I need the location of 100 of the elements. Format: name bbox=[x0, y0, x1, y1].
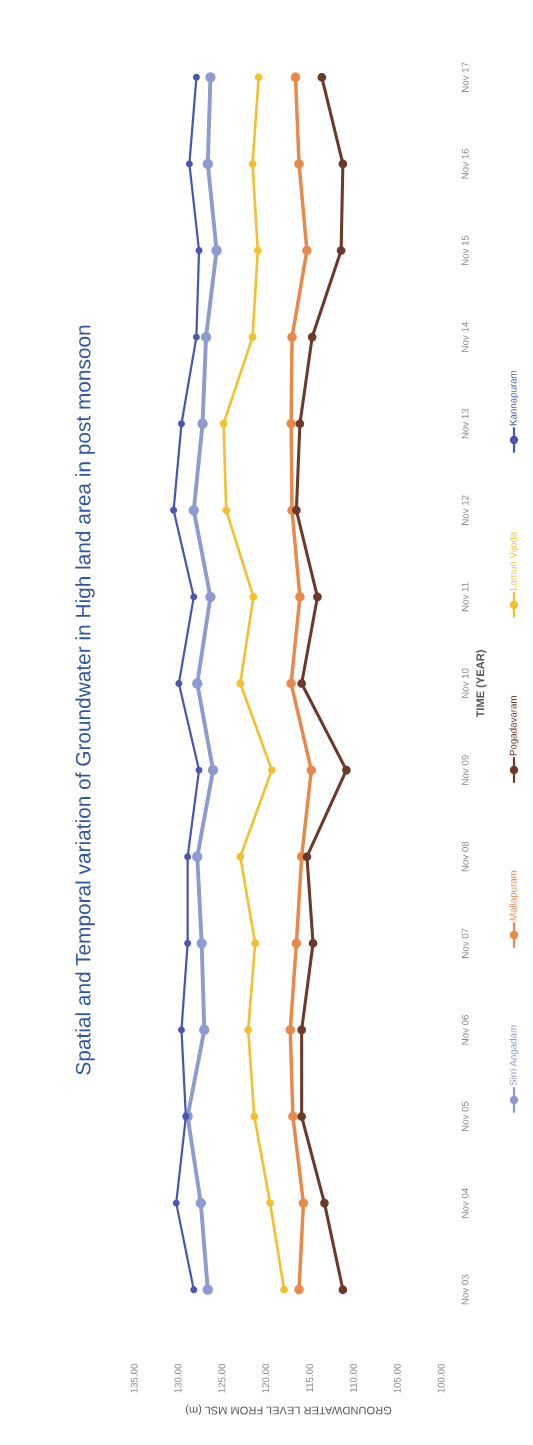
point bbox=[207, 764, 219, 776]
point bbox=[219, 419, 228, 428]
point bbox=[338, 1285, 348, 1295]
point bbox=[295, 419, 305, 429]
point bbox=[192, 851, 203, 862]
point bbox=[170, 506, 178, 514]
point bbox=[236, 852, 245, 861]
y-tick-label: Nov 03 bbox=[461, 1274, 469, 1305]
point bbox=[266, 1199, 274, 1207]
text: Lamuri Vijoda bbox=[509, 531, 519, 591]
y-tick-label: Nov 08 bbox=[461, 841, 469, 872]
point bbox=[248, 160, 257, 168]
x-axis-title: GROUNDWATER LEVEL FROM MSL (m) bbox=[185, 1404, 392, 1415]
point bbox=[175, 680, 183, 687]
point bbox=[308, 938, 318, 948]
y-tick-label: Nov 15 bbox=[461, 235, 469, 266]
point bbox=[307, 332, 317, 342]
text: Kannapuram bbox=[509, 370, 519, 426]
point bbox=[317, 72, 327, 82]
point bbox=[178, 420, 185, 428]
point bbox=[298, 1198, 309, 1208]
point bbox=[288, 1111, 298, 1122]
point bbox=[202, 1284, 213, 1295]
x-tick-label: 135.00 bbox=[130, 1363, 138, 1393]
point bbox=[244, 1026, 253, 1034]
point bbox=[297, 1025, 306, 1035]
point bbox=[302, 245, 312, 256]
x-tick-label: 115.00 bbox=[306, 1363, 314, 1392]
point bbox=[178, 1026, 185, 1034]
point bbox=[249, 593, 258, 601]
point bbox=[190, 1286, 198, 1294]
point bbox=[280, 1285, 288, 1294]
x-tick-label: 100.00 bbox=[437, 1363, 445, 1393]
point bbox=[285, 1025, 295, 1035]
point bbox=[286, 418, 296, 429]
point bbox=[184, 853, 192, 861]
point bbox=[342, 765, 351, 775]
y-tick-label: Nov 13 bbox=[461, 408, 469, 439]
point bbox=[297, 679, 306, 688]
point bbox=[236, 679, 245, 688]
x-tick-label: 120.00 bbox=[262, 1363, 270, 1393]
y-tick-label: Nov 09 bbox=[461, 755, 469, 785]
x-tick-label: 125.00 bbox=[218, 1363, 226, 1393]
y-tick-label: Nov 05 bbox=[461, 1101, 469, 1132]
point bbox=[251, 939, 260, 948]
point bbox=[267, 766, 276, 774]
text: Mallapuram bbox=[509, 870, 519, 921]
point bbox=[253, 246, 262, 255]
point bbox=[205, 72, 216, 83]
point bbox=[200, 331, 212, 343]
y-tick-label: Nov 10 bbox=[461, 668, 469, 699]
point bbox=[172, 1199, 180, 1207]
point bbox=[192, 678, 203, 689]
point bbox=[313, 592, 322, 602]
point bbox=[184, 939, 192, 947]
point bbox=[190, 593, 198, 601]
point bbox=[291, 938, 302, 949]
point bbox=[292, 505, 301, 515]
y-tick-label: Nov 16 bbox=[461, 148, 469, 179]
point bbox=[287, 332, 297, 342]
point bbox=[294, 159, 304, 169]
point bbox=[336, 246, 346, 255]
text: Spatial and Temporal variation of Groundwater in High land area in post monsoon bbox=[75, 325, 95, 1075]
text: Pogadavaram bbox=[509, 696, 519, 756]
point bbox=[302, 852, 312, 862]
x-tick-label: 130.00 bbox=[174, 1363, 182, 1393]
point bbox=[222, 506, 231, 515]
point bbox=[188, 505, 199, 516]
point bbox=[211, 245, 222, 256]
point bbox=[320, 1198, 329, 1208]
y-tick-label: Nov 04 bbox=[461, 1187, 469, 1218]
point bbox=[196, 938, 207, 949]
point bbox=[248, 333, 257, 341]
point bbox=[290, 72, 301, 83]
x-tick-label: 105.00 bbox=[393, 1363, 401, 1393]
y-tick-label: Nov 14 bbox=[461, 321, 469, 352]
y-tick-label: Nov 06 bbox=[461, 1014, 469, 1045]
point bbox=[199, 1024, 210, 1036]
point bbox=[306, 765, 317, 775]
y-tick-label: Nov 12 bbox=[461, 495, 469, 525]
y-tick-label: Nov 11 bbox=[461, 582, 469, 612]
text: Sirri Angadam bbox=[509, 1025, 519, 1086]
point bbox=[192, 73, 200, 81]
point bbox=[205, 591, 216, 603]
point bbox=[195, 1197, 206, 1209]
y-axis-title: TIME (YEAR) bbox=[476, 650, 487, 718]
y-tick-label: Nov 17 bbox=[461, 62, 469, 92]
point bbox=[195, 247, 203, 254]
point bbox=[197, 418, 208, 429]
point bbox=[294, 1284, 304, 1295]
x-tick-label: 110.00 bbox=[350, 1363, 357, 1392]
point bbox=[286, 678, 296, 689]
point bbox=[295, 592, 305, 602]
point bbox=[202, 158, 213, 170]
y-tick-label: Nov 07 bbox=[461, 928, 469, 958]
point bbox=[338, 159, 348, 169]
point bbox=[250, 1112, 259, 1121]
point bbox=[192, 333, 200, 341]
point bbox=[297, 1112, 306, 1121]
point bbox=[254, 73, 263, 82]
